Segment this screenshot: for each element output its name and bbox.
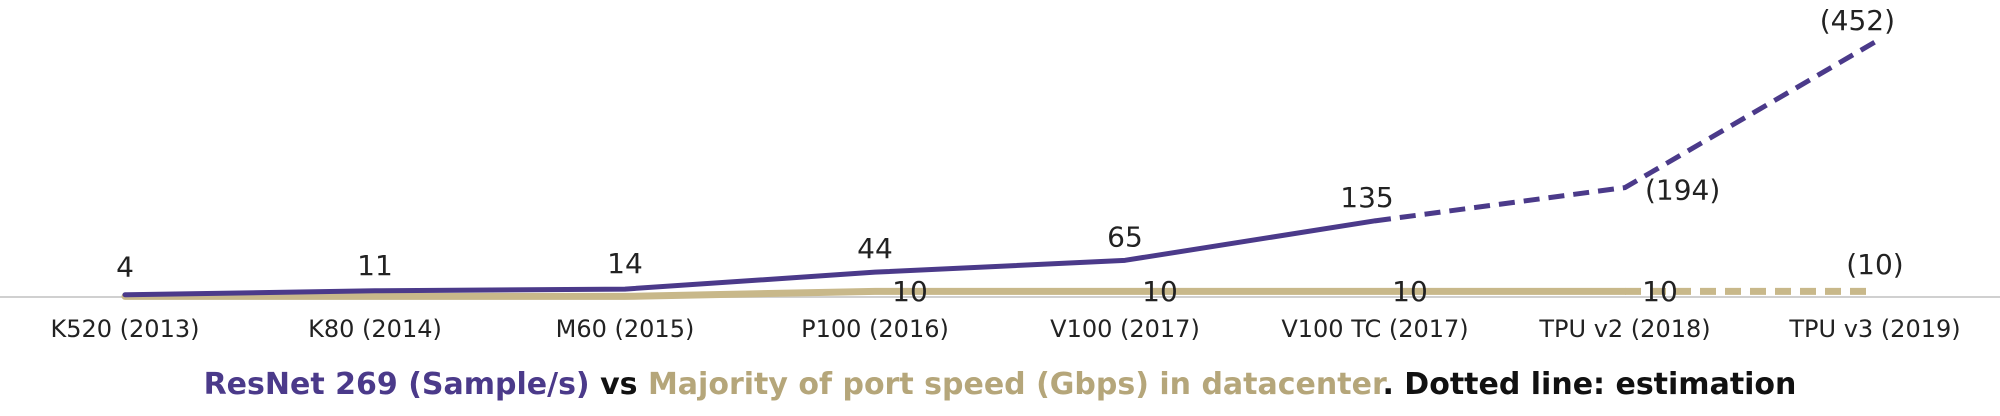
x-tick-label: TPU v2 (2018)	[1538, 315, 1710, 343]
caption-series-2: Majority of port speed (Gbps) in datacen…	[648, 367, 1387, 402]
series-layer	[121, 39, 1877, 300]
data-label-layer: 4 11 14 44 65 135 (194) (452) 10 10 10 10 (10)	[116, 4, 1904, 308]
series-1-estimate-line	[1374, 39, 1877, 224]
x-tick-label: TPU v3 (2019)	[1788, 315, 1960, 343]
caption-tail: . Dotted line: estimation	[1382, 367, 1796, 402]
resnet-data-label: (452)	[1820, 4, 1895, 37]
x-tick-label: K80 (2014)	[308, 315, 442, 343]
resnet-data-label: (194)	[1645, 174, 1720, 207]
caption-series-1: ResNet 269 (Sample/s)	[204, 367, 590, 402]
resnet-data-label: 4	[116, 251, 134, 284]
x-tick-label: K520 (2013)	[51, 315, 200, 343]
resnet-data-label: 11	[357, 249, 393, 282]
resnet-data-label: 65	[1107, 220, 1143, 253]
chart-caption: ResNet 269 (Sample/s) vs Majority of por…	[204, 367, 1797, 402]
x-tick-label: P100 (2016)	[801, 315, 949, 343]
x-tick-label: V100 (2017)	[1050, 315, 1200, 343]
x-tick-label: V100 TC (2017)	[1281, 315, 1468, 343]
port-speed-data-label: (10)	[1846, 248, 1903, 281]
resnet-data-label: 135	[1340, 181, 1393, 214]
series-2-solid-line	[121, 287, 1629, 300]
port-speed-data-label: 10	[892, 275, 928, 308]
port-speed-data-label: 10	[1142, 275, 1178, 308]
x-tick-layer: K520 (2013) K80 (2014) M60 (2015) P100 (201…	[51, 315, 1961, 343]
caption-vs: vs	[590, 367, 648, 402]
resnet-data-label: 44	[857, 232, 893, 265]
resnet-data-label: 14	[607, 247, 643, 280]
series-1-solid-line	[122, 218, 1378, 298]
port-speed-data-label: 10	[1392, 275, 1428, 308]
x-tick-label: M60 (2015)	[556, 315, 695, 343]
port-speed-data-label: 10	[1642, 275, 1678, 308]
